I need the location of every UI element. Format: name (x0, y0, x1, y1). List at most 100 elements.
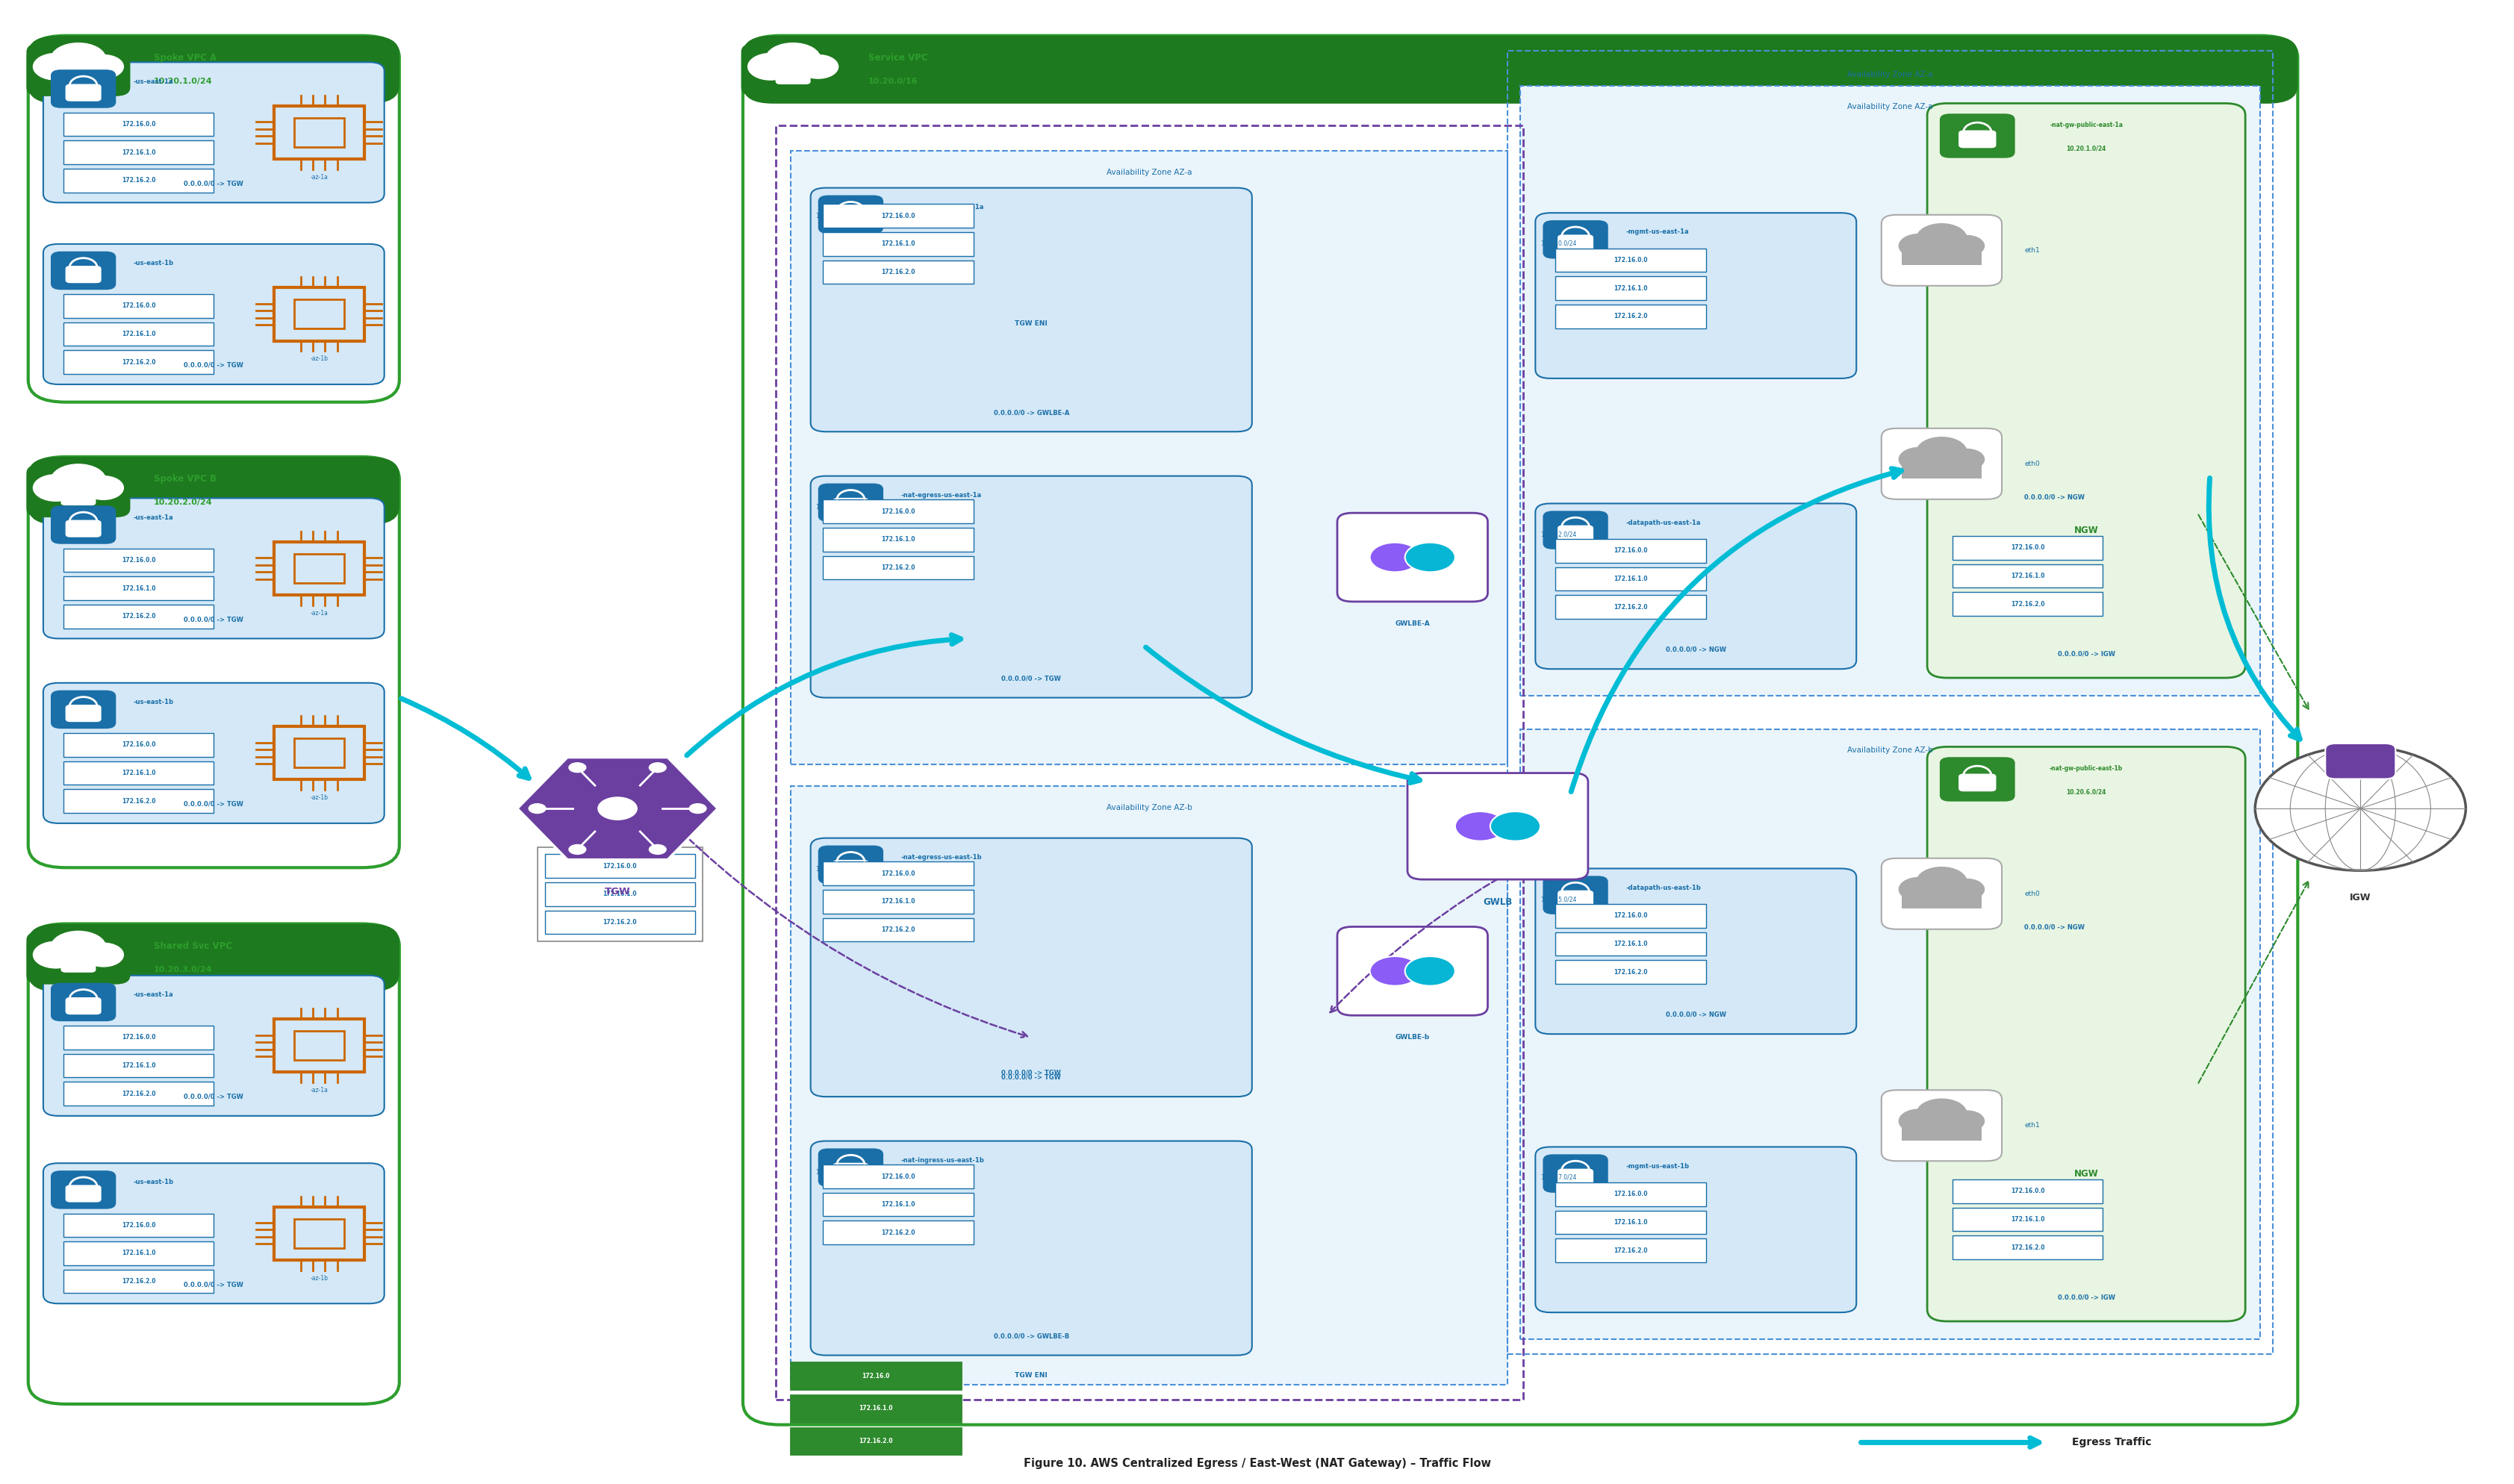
Text: 172.16.1.0: 172.16.1.0 (1614, 1218, 1647, 1226)
Bar (774, 126, 1523, 1399)
FancyBboxPatch shape (65, 705, 101, 723)
Text: NGW: NGW (2074, 525, 2099, 536)
FancyBboxPatch shape (28, 36, 400, 104)
Text: 172.16.0.0: 172.16.0.0 (1614, 548, 1647, 554)
FancyBboxPatch shape (60, 67, 96, 85)
FancyBboxPatch shape (65, 1184, 101, 1202)
Circle shape (1405, 956, 1456, 985)
Bar (1556, 248, 1707, 272)
FancyBboxPatch shape (43, 62, 385, 203)
Circle shape (33, 475, 78, 502)
Text: 172.16.1.0: 172.16.1.0 (121, 331, 156, 337)
Text: eth0: eth0 (2024, 460, 2039, 467)
Bar (822, 232, 973, 255)
FancyBboxPatch shape (43, 243, 385, 384)
Text: 0.0.0.0/0 -> TGW: 0.0.0.0/0 -> TGW (1001, 1070, 1061, 1076)
Text: 172.16.0.0: 172.16.0.0 (882, 1174, 915, 1180)
FancyBboxPatch shape (817, 196, 882, 233)
Text: -nat-ingress-us-east-1b: -nat-ingress-us-east-1b (900, 1158, 985, 1163)
Text: -mgmt-us-east-1a: -mgmt-us-east-1a (1627, 229, 1689, 236)
Circle shape (528, 803, 546, 813)
FancyBboxPatch shape (1337, 926, 1488, 1015)
Text: TGW: TGW (603, 887, 631, 896)
Text: -us-east-1a: -us-east-1a (133, 513, 173, 521)
Text: 10.20.1.0/24: 10.20.1.0/24 (153, 77, 211, 85)
Text: 172.16.0.0: 172.16.0.0 (121, 1221, 156, 1229)
Text: 0.0.0.0/0 -> GWLBE-A: 0.0.0.0/0 -> GWLBE-A (993, 410, 1068, 416)
Circle shape (83, 55, 123, 79)
Text: 10.20.2.0/24: 10.20.2.0/24 (153, 499, 211, 506)
Bar (63, 1214, 214, 1238)
Bar (1521, 86, 2260, 696)
Text: 0.0.0.0/0 -> NGW: 0.0.0.0/0 -> NGW (2024, 494, 2084, 500)
FancyBboxPatch shape (1928, 104, 2245, 678)
Bar (63, 733, 214, 757)
Text: -mgmt-us-east-1b: -mgmt-us-east-1b (1627, 1163, 1689, 1169)
Circle shape (749, 53, 792, 80)
Text: -nat-egress-us-east-1b: -nat-egress-us-east-1b (900, 853, 983, 861)
FancyBboxPatch shape (742, 43, 845, 96)
FancyBboxPatch shape (65, 266, 101, 283)
Circle shape (1916, 867, 1966, 896)
FancyBboxPatch shape (50, 1171, 116, 1209)
Text: 172.16.0: 172.16.0 (862, 1373, 890, 1379)
Bar (1508, 50, 2273, 1353)
Text: 172.16.1.0: 172.16.1.0 (121, 1063, 156, 1068)
Text: 172.16.1.0: 172.16.1.0 (121, 1250, 156, 1257)
Text: -nat-gw-public-east-1b: -nat-gw-public-east-1b (2049, 766, 2122, 772)
FancyBboxPatch shape (1536, 212, 1855, 378)
FancyBboxPatch shape (817, 484, 882, 522)
FancyBboxPatch shape (1536, 868, 1855, 1034)
FancyBboxPatch shape (65, 519, 101, 537)
Bar (63, 761, 214, 785)
Bar (822, 862, 973, 886)
Bar (1556, 1211, 1707, 1235)
FancyBboxPatch shape (1880, 215, 2001, 286)
Text: 172.16.0.0: 172.16.0.0 (121, 742, 156, 748)
FancyBboxPatch shape (28, 36, 400, 402)
Bar (1953, 1208, 2102, 1232)
Text: 172.16.0.0: 172.16.0.0 (121, 303, 156, 310)
Bar (1901, 889, 1981, 908)
Bar (63, 549, 214, 571)
Text: -az-1a: -az-1a (309, 1086, 327, 1094)
Text: 172.16.2.0: 172.16.2.0 (121, 613, 156, 620)
FancyArrowPatch shape (1146, 647, 1420, 782)
Text: 172.16.0.0: 172.16.0.0 (121, 1034, 156, 1040)
Text: 10.20.3.0/24: 10.20.3.0/24 (153, 966, 211, 974)
Text: 172.16.0.0: 172.16.0.0 (1614, 257, 1647, 264)
Text: 172.16.0.0: 172.16.0.0 (121, 556, 156, 564)
Text: TGW ENI: TGW ENI (1016, 321, 1048, 326)
Text: 10.20.7.0/24: 10.20.7.0/24 (1541, 1174, 1576, 1181)
Text: 0.0.0.0/0 -> TGW: 0.0.0.0/0 -> TGW (184, 180, 244, 187)
Text: 10.20.5.0/24: 10.20.5.0/24 (1541, 896, 1576, 902)
Bar (789, 787, 1508, 1385)
FancyArrowPatch shape (2197, 881, 2308, 1083)
Text: 172.16.2.0: 172.16.2.0 (1614, 604, 1647, 610)
Bar (1556, 595, 1707, 619)
FancyBboxPatch shape (1941, 114, 2016, 157)
FancyBboxPatch shape (1408, 773, 1589, 880)
Bar (538, 847, 704, 941)
FancyArrowPatch shape (1571, 469, 1901, 792)
Text: 172.16.0.0: 172.16.0.0 (1614, 1190, 1647, 1198)
Circle shape (1491, 812, 1541, 841)
Text: eth0: eth0 (2024, 890, 2039, 898)
Bar (1521, 729, 2260, 1339)
FancyBboxPatch shape (1544, 1155, 1609, 1193)
Bar (63, 350, 214, 374)
FancyBboxPatch shape (1536, 1147, 1855, 1312)
Text: 172.16.2.0: 172.16.2.0 (1614, 969, 1647, 975)
Bar (789, 1428, 960, 1454)
Text: -us-east-1a: -us-east-1a (133, 991, 173, 999)
Text: -az-1b: -az-1b (309, 794, 327, 801)
Text: Availability Zone AZ-a: Availability Zone AZ-a (1848, 71, 1933, 79)
Text: 172.16.2.0: 172.16.2.0 (121, 359, 156, 365)
Text: TGW ENI: TGW ENI (1016, 1373, 1048, 1379)
Text: Service VPC: Service VPC (867, 53, 928, 62)
Bar (822, 1165, 973, 1189)
Circle shape (649, 763, 666, 773)
Text: 10.20.3.0/24: 10.20.3.0/24 (815, 1168, 852, 1175)
Bar (1901, 246, 1981, 266)
FancyBboxPatch shape (60, 488, 96, 506)
